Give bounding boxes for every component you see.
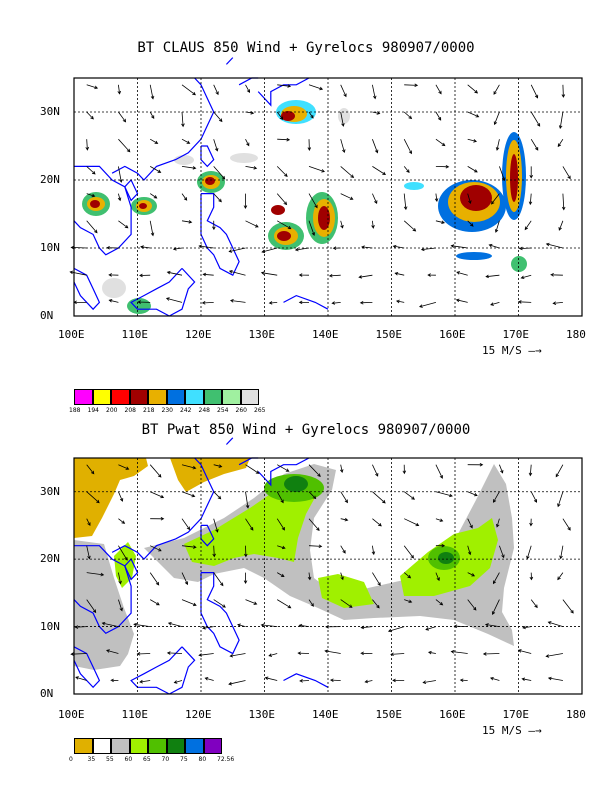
colorbar-swatch <box>74 389 93 405</box>
lon-label: 140E <box>312 708 339 721</box>
colorbar-tick-label: 218 <box>143 407 154 414</box>
colorbar-swatch <box>241 389 260 405</box>
colorbar-swatch <box>222 389 241 405</box>
colorbar-swatch <box>204 738 223 754</box>
colorbar-tick-label: 242 <box>180 407 191 414</box>
lon-label: 170E <box>503 328 530 341</box>
lon-label: 180 <box>566 328 586 341</box>
lon-label: 160E <box>439 708 466 721</box>
reference-arrow-icon: —→ <box>528 724 541 737</box>
lon-label: 100E <box>58 708 85 721</box>
top-map-title: BT CLAUS 850 Wind + Gyrelocs 980907/0000 <box>0 40 612 56</box>
lon-label: 120E <box>185 328 212 341</box>
lat-label: 0N <box>40 309 53 322</box>
colorbar-tick-label: 72.56 <box>217 756 234 763</box>
top-map-panel <box>74 78 582 316</box>
colorbar-swatch <box>204 389 223 405</box>
lat-label: 30N <box>40 485 60 498</box>
colorbar-swatch <box>74 738 93 754</box>
colorbar-tick-label: 248 <box>199 407 210 414</box>
lon-label: 160E <box>439 328 466 341</box>
reference-arrow-icon: —→ <box>528 344 541 357</box>
lon-label: 120E <box>185 708 212 721</box>
lat-label: 10N <box>40 241 60 254</box>
lon-label: 170E <box>503 708 530 721</box>
colorbar-swatch <box>130 738 149 754</box>
reference-vector-speed: 15 M/S <box>482 344 522 357</box>
lon-label: 130E <box>249 328 276 341</box>
lon-label: 100E <box>58 328 85 341</box>
colorbar-tick-label: 60 <box>125 756 133 763</box>
lon-label: 140E <box>312 328 339 341</box>
colorbar-tick-label: 0 <box>69 756 73 763</box>
colorbar-tick-label: 188 <box>69 407 80 414</box>
lat-label: 10N <box>40 620 60 633</box>
colorbar-tick-label: 260 <box>236 407 247 414</box>
colorbar-tick-label: 254 <box>217 407 228 414</box>
lon-label: 150E <box>376 328 403 341</box>
lon-label: 110E <box>122 708 149 721</box>
colorbar-swatch <box>185 389 204 405</box>
bottom-map-title: BT Pwat 850 Wind + Gyrelocs 980907/0000 <box>0 422 612 438</box>
colorbar-swatch <box>148 738 167 754</box>
lat-label: 20N <box>40 552 60 565</box>
bottom-reference-vector-label: 15 M/S —→ <box>482 724 542 737</box>
colorbar-swatch <box>93 738 112 754</box>
lat-label: 0N <box>40 687 53 700</box>
colorbar-swatch <box>93 389 112 405</box>
colorbar-swatch <box>185 738 204 754</box>
colorbar-tick-label: 230 <box>162 407 173 414</box>
lon-label: 130E <box>249 708 276 721</box>
lat-label: 30N <box>40 105 60 118</box>
colorbar-tick-label: 35 <box>88 756 96 763</box>
lat-label: 20N <box>40 173 60 186</box>
colorbar-tick-label: 75 <box>180 756 188 763</box>
coastline-segment <box>226 438 232 445</box>
top-reference-vector-label: 15 M/S —→ <box>482 344 542 357</box>
colorbar-tick-label: 200 <box>106 407 117 414</box>
colorbar-tick-label: 194 <box>88 407 99 414</box>
colorbar-tick-label: 55 <box>106 756 114 763</box>
colorbar-swatch <box>167 389 186 405</box>
colorbar-tick-label: 80 <box>199 756 207 763</box>
coastline-segment <box>226 58 232 65</box>
colorbar-tick-label: 65 <box>143 756 151 763</box>
lon-label: 110E <box>122 328 149 341</box>
colorbar-swatch <box>148 389 167 405</box>
lon-label: 150E <box>376 708 403 721</box>
colorbar-swatch <box>167 738 186 754</box>
bottom-map-panel <box>74 458 582 694</box>
colorbar-tick-label: 265 <box>254 407 265 414</box>
reference-vector-speed: 15 M/S <box>482 724 522 737</box>
colorbar-swatch <box>111 738 130 754</box>
lon-label: 180 <box>566 708 586 721</box>
colorbar-tick-label: 208 <box>125 407 136 414</box>
colorbar-tick-label: 70 <box>162 756 170 763</box>
colorbar-swatch <box>130 389 149 405</box>
colorbar-swatch <box>111 389 130 405</box>
